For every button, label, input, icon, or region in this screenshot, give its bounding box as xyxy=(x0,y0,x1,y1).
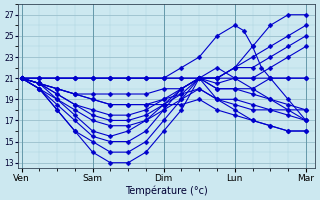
X-axis label: Température (°c): Température (°c) xyxy=(125,185,208,196)
